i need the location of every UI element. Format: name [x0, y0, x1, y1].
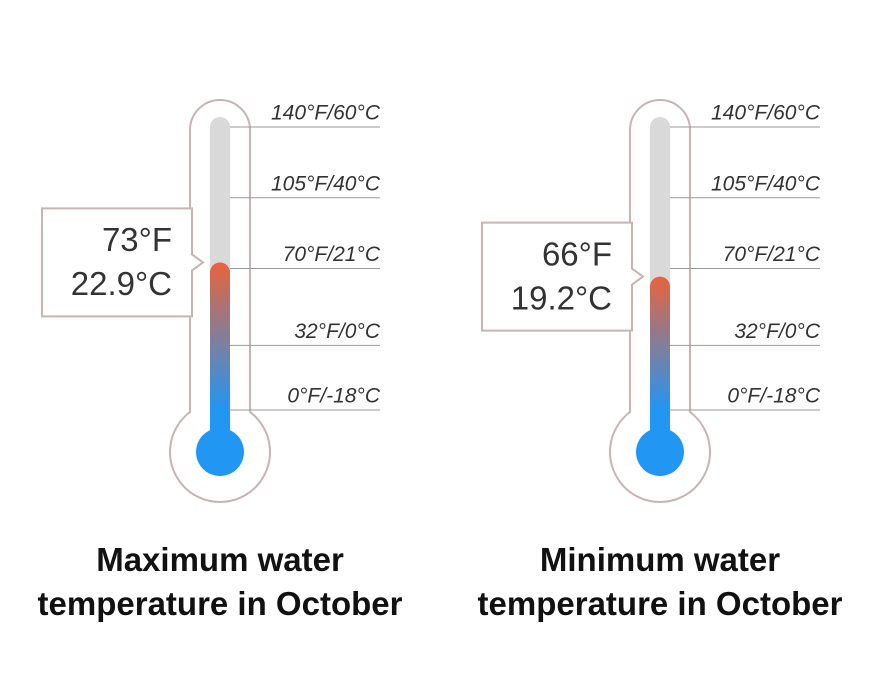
- tick-label: 70°F/21°C: [723, 243, 821, 266]
- tick-label: 140°F/60°C: [271, 102, 381, 125]
- value-label: 19.2°C: [511, 279, 612, 316]
- tick-label: 70°F/21°C: [283, 243, 381, 266]
- bulb: [636, 428, 684, 476]
- value-label: 22.9°C: [71, 265, 172, 302]
- tick-label: 0°F/-18°C: [727, 385, 820, 408]
- tick-label: 105°F/40°C: [711, 172, 821, 195]
- tick-label: 32°F/0°C: [734, 320, 820, 343]
- thermometer: 0°F/-18°C 32°F/0°C 70°F/21°C 105°F/40°C 140°…: [481, 99, 821, 503]
- mercury: [210, 262, 230, 440]
- tick-label: 105°F/40°C: [271, 172, 381, 195]
- thermometer: 0°F/-18°C 32°F/0°C 70°F/21°C 105°F/40°C 140°…: [41, 99, 381, 503]
- callout: [481, 221, 645, 332]
- value-label: 66°F: [542, 235, 612, 272]
- value-label: 73°F: [102, 221, 172, 258]
- tick-label: 140°F/60°C: [711, 102, 821, 125]
- chart-title: Minimum water temperature in October: [477, 541, 843, 622]
- callout: [41, 207, 205, 318]
- bulb: [196, 428, 244, 476]
- tick-label: 0°F/-18°C: [287, 385, 380, 408]
- tick-label: 32°F/0°C: [294, 320, 380, 343]
- chart-title: Maximum water temperature in October: [37, 541, 403, 622]
- mercury: [650, 276, 670, 440]
